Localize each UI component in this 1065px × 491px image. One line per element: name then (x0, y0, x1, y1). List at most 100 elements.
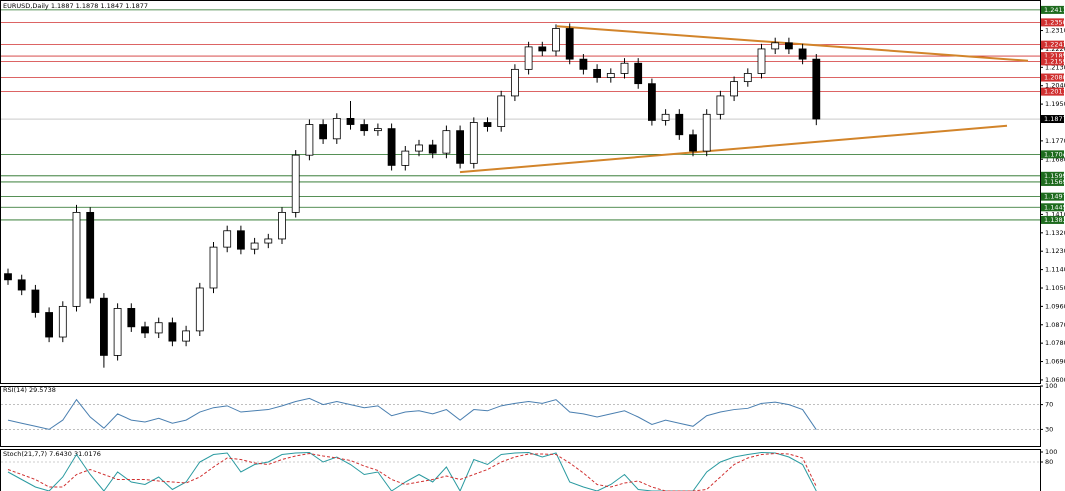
y-tick-label: 1.2130 (1045, 63, 1065, 71)
stoch-title: Stoch(21,7,7) 7.6430 31.0176 (3, 450, 101, 458)
main-panel (0, 0, 1041, 384)
y-tick-label: 80 (1045, 458, 1053, 466)
candle-body (620, 62, 629, 74)
level-label: 1.1445 (1044, 203, 1065, 211)
indicator-line (7, 451, 817, 491)
candle-body (223, 230, 232, 248)
candle-body (798, 48, 807, 60)
candle-body (565, 28, 574, 60)
level-label-box (1041, 87, 1064, 96)
candle-body (387, 128, 396, 166)
candle-body (524, 46, 533, 70)
candle-body (154, 322, 163, 334)
chart-title: EURUSD,Daily 1.1887 1.1878 1.1847 1.1877 (3, 2, 148, 10)
candle-body (415, 144, 423, 152)
y-tick-label: 1.0600 (1045, 376, 1065, 384)
level-label: 1.2185 (1044, 52, 1065, 60)
indicator-line (7, 397, 817, 430)
candle-body (4, 273, 12, 281)
candle-body (305, 124, 314, 156)
trendline (459, 124, 1008, 174)
level-label: 1.2159 (1044, 57, 1065, 65)
current-price-box (1041, 115, 1064, 124)
y-tick-label: 1.0780 (1045, 339, 1065, 347)
y-tick-label: 1.1050 (1045, 284, 1065, 292)
candle-body (72, 211, 81, 307)
candle-body (593, 68, 601, 78)
level-label: 1.1599 (1044, 172, 1065, 180)
candle-body (730, 81, 738, 97)
candle-body (278, 211, 286, 240)
candle-body (497, 95, 506, 127)
level-label-box (1041, 192, 1064, 201)
candle-body (757, 48, 766, 74)
candle-body (510, 68, 519, 97)
level-label: 1.2411 (1044, 6, 1065, 14)
candle-body (209, 246, 218, 289)
candle-body (250, 242, 259, 250)
y-tick-label: 100 (1045, 448, 1057, 456)
level-label: 1.1704 (1044, 150, 1065, 158)
candle-body (360, 124, 369, 132)
level-label: 1.2350 (1044, 18, 1065, 26)
candle-body (45, 312, 53, 338)
y-tick-label: 1.1320 (1045, 229, 1065, 237)
candle-body (141, 326, 149, 334)
candle-body (648, 83, 656, 121)
candle-body (100, 297, 108, 356)
candle-body (401, 150, 410, 166)
candle-body (113, 308, 122, 356)
candle-body (373, 128, 382, 132)
candle-body (661, 113, 670, 121)
candle-body (195, 287, 204, 332)
level-label: 1.2080 (1044, 74, 1065, 82)
candle-body (31, 289, 40, 313)
level-label-box (1041, 150, 1064, 159)
candle-body (771, 42, 780, 50)
y-tick-label: 1.1680 (1045, 155, 1065, 163)
candle-body (346, 118, 355, 125)
candle-body (743, 73, 752, 83)
y-tick-label: 1.0690 (1045, 358, 1065, 366)
level-label: 1.2011 (1044, 88, 1065, 96)
rsi-title: RSI(14) 29.5738 (3, 386, 56, 394)
y-tick-label: 1.2040 (1045, 82, 1065, 90)
level-label-box (1041, 40, 1064, 49)
y-tick-label: 1.2220 (1045, 45, 1065, 53)
candle-body (168, 322, 177, 342)
candle-body (675, 113, 684, 136)
candle-body (606, 73, 615, 78)
level-label-box (1041, 5, 1064, 14)
candle-body (428, 144, 437, 154)
y-tick-label: 1.2310 (1045, 27, 1065, 35)
rsi-panel (0, 386, 1041, 447)
candle-body (17, 279, 26, 291)
candle-body (785, 42, 793, 50)
y-tick-label: 1.1410 (1045, 210, 1065, 218)
level-label-box (1041, 73, 1064, 82)
candle-body (812, 58, 821, 120)
y-tick-label: 1.0960 (1045, 302, 1065, 310)
level-label-box (1041, 215, 1064, 224)
y-tick-label: 1.1140 (1045, 266, 1065, 274)
candle-body (291, 154, 300, 213)
level-label: 1.1383 (1044, 216, 1065, 224)
level-label: 1.1569 (1044, 178, 1065, 186)
stoch-panel (0, 449, 1041, 491)
level-label-box (1041, 203, 1064, 212)
candle-body (456, 130, 465, 164)
candle-body (58, 305, 67, 338)
candle-body (579, 58, 588, 70)
candle-body (127, 308, 136, 328)
candle-body (483, 122, 492, 127)
candle-body (332, 118, 341, 140)
level-label-box (1041, 52, 1064, 61)
candle-body (264, 238, 273, 244)
candle-body (689, 134, 697, 152)
candle-body (182, 330, 191, 342)
level-label-box (1041, 18, 1064, 27)
level-label-box (1041, 171, 1064, 180)
level-label: 1.2241 (1044, 41, 1065, 49)
candle-body (702, 113, 711, 152)
